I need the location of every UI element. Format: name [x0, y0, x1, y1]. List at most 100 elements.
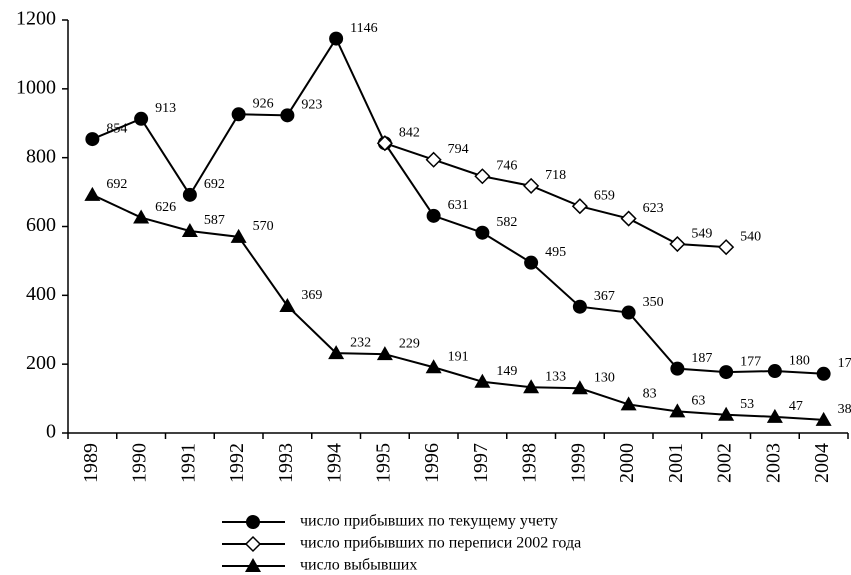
data-label: 367	[594, 289, 615, 304]
data-label: 623	[643, 201, 664, 216]
data-label: 133	[545, 369, 566, 384]
data-label: 47	[789, 399, 803, 414]
point	[669, 403, 686, 418]
point	[475, 225, 490, 240]
x-tick-label: 1992	[226, 443, 248, 483]
data-label: 495	[545, 245, 566, 260]
data-label: 232	[350, 335, 371, 350]
point	[425, 359, 442, 374]
data-label: 63	[691, 394, 705, 409]
y-tick-label: 1200	[16, 8, 56, 30]
y-tick-label: 600	[26, 214, 56, 236]
point	[474, 168, 491, 185]
data-label: 540	[740, 229, 761, 244]
data-label: 587	[204, 213, 225, 228]
data-label: 582	[496, 215, 517, 230]
series-line	[91, 193, 824, 421]
x-tick-label: 1997	[470, 443, 492, 483]
point	[328, 345, 345, 360]
data-label: 130	[594, 370, 615, 385]
point	[181, 222, 198, 237]
legend-marker	[245, 558, 261, 572]
data-label: 369	[301, 288, 322, 303]
point	[669, 235, 686, 253]
data-label: 842	[399, 125, 420, 140]
data-label: 350	[643, 295, 664, 310]
data-label: 794	[448, 142, 469, 157]
point	[230, 228, 247, 243]
series-line	[91, 36, 824, 375]
point	[719, 365, 734, 380]
data-label: 53	[740, 397, 754, 412]
legend-marker	[246, 515, 260, 529]
legend-label: число выбывших	[300, 557, 417, 574]
point	[425, 151, 442, 168]
point	[524, 255, 539, 270]
point	[84, 186, 101, 201]
data-label: 692	[204, 177, 225, 192]
data-label: 191	[448, 349, 469, 364]
data-label: 659	[594, 188, 615, 203]
point	[231, 107, 246, 122]
point	[571, 198, 588, 215]
point	[376, 135, 393, 152]
x-tick-label: 2001	[665, 443, 687, 483]
data-label: 718	[545, 168, 566, 183]
y-tick-label: 200	[26, 352, 56, 374]
data-label: 549	[691, 226, 712, 241]
point	[376, 346, 393, 361]
data-label: 923	[301, 98, 322, 113]
data-label: 631	[448, 198, 469, 213]
data-label: 229	[399, 336, 420, 351]
data-label: 172	[838, 356, 851, 371]
series-line	[384, 142, 727, 249]
x-tick-label: 1996	[421, 443, 443, 483]
x-tick-label: 1993	[275, 443, 297, 483]
point	[134, 111, 149, 126]
data-label: 177	[740, 354, 761, 369]
y-tick-label: 800	[26, 145, 56, 167]
point	[572, 299, 587, 314]
point	[620, 396, 637, 411]
point	[133, 209, 150, 224]
point	[718, 406, 735, 421]
point	[280, 108, 295, 123]
data-label: 926	[253, 97, 274, 112]
x-tick-label: 1990	[129, 443, 151, 483]
data-label: 692	[106, 177, 127, 192]
data-label: 1146	[350, 21, 377, 36]
y-tick-label: 400	[26, 283, 56, 305]
data-label: 746	[496, 158, 517, 173]
x-tick-label: 1989	[80, 443, 102, 483]
data-label: 38	[838, 402, 851, 417]
point	[426, 208, 441, 223]
point	[816, 366, 831, 381]
legend-label: число прибывших по переписи 2002 года	[300, 535, 581, 552]
point	[279, 298, 296, 313]
point	[182, 187, 197, 202]
data-label: 187	[691, 351, 712, 366]
point	[523, 379, 540, 394]
x-tick-label: 2004	[811, 443, 833, 483]
x-tick-label: 1998	[519, 443, 541, 483]
data-label: 149	[496, 364, 517, 379]
data-label: 626	[155, 200, 176, 215]
data-label: 83	[643, 387, 657, 402]
x-tick-label: 2000	[616, 443, 638, 483]
x-tick-label: 2003	[762, 443, 784, 483]
y-tick-label: 1000	[16, 76, 56, 98]
point	[329, 31, 344, 46]
point	[85, 132, 100, 147]
point	[718, 239, 735, 256]
point	[815, 411, 832, 426]
data-label: 913	[155, 101, 176, 116]
point	[523, 177, 540, 194]
y-tick-label: 0	[46, 421, 56, 443]
data-label: 854	[106, 121, 127, 136]
x-tick-label: 2002	[714, 443, 736, 483]
point	[766, 408, 783, 423]
point	[474, 373, 491, 388]
point	[767, 364, 782, 379]
point	[621, 305, 636, 320]
